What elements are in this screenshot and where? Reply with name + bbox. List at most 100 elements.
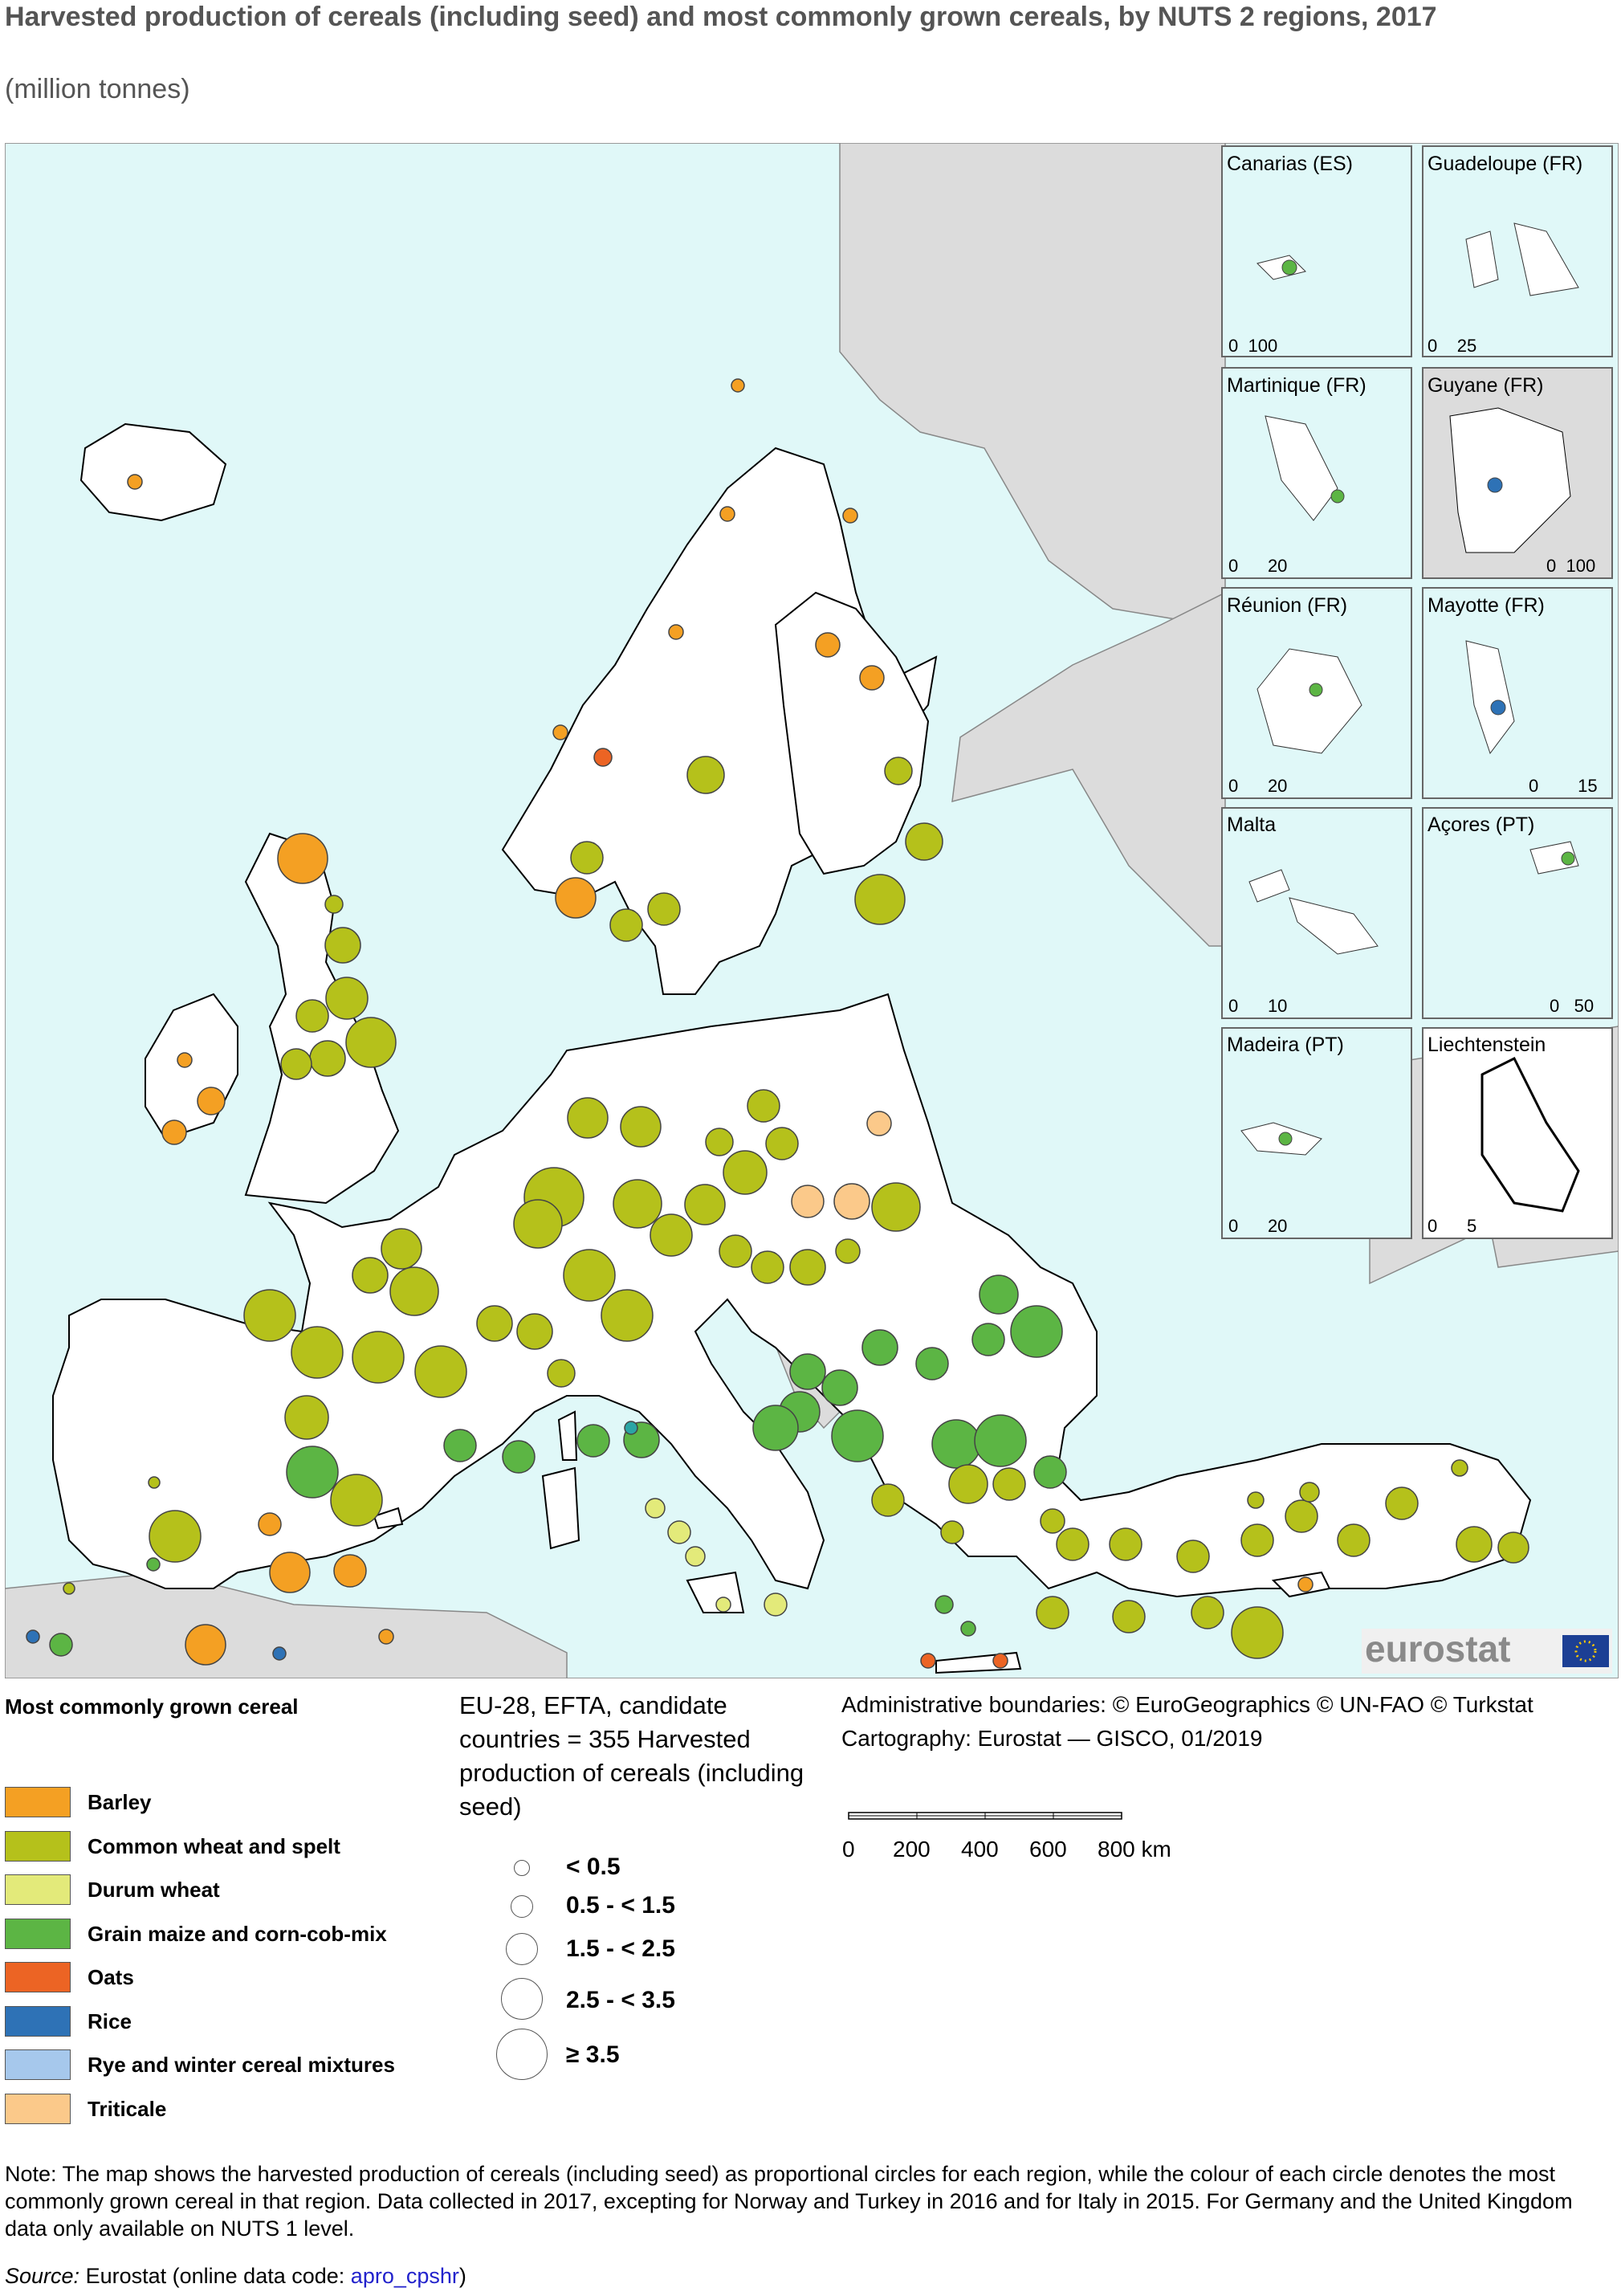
region-circle[interactable] [613, 1179, 662, 1229]
region-circle[interactable] [552, 724, 568, 740]
region-circle[interactable] [476, 1305, 513, 1342]
source-code-link[interactable]: apro_cpshr [350, 2264, 459, 2288]
region-circle[interactable] [686, 756, 725, 794]
region-circle[interactable] [685, 1546, 706, 1567]
region-circle[interactable] [1033, 1455, 1067, 1489]
region-circle[interactable] [719, 1234, 752, 1268]
region-circle[interactable] [243, 1289, 296, 1342]
region-circle[interactable] [835, 1238, 861, 1264]
region-circle[interactable] [668, 624, 684, 640]
region-circle[interactable] [555, 877, 597, 919]
region-circle[interactable] [161, 1119, 187, 1145]
region-circle[interactable] [49, 1633, 73, 1657]
region-circle[interactable] [752, 1405, 799, 1451]
region-circle[interactable] [1240, 1523, 1274, 1557]
region-circle[interactable] [645, 1498, 666, 1519]
region-circle[interactable] [974, 1414, 1027, 1467]
region-circle[interactable] [272, 1646, 287, 1661]
region-circle[interactable] [960, 1621, 976, 1637]
region-circle[interactable] [992, 1653, 1008, 1669]
region-circle[interactable] [378, 1629, 394, 1645]
region-circle[interactable] [149, 1510, 202, 1563]
region-circle[interactable] [854, 874, 906, 925]
region-circle[interactable] [1231, 1606, 1284, 1659]
region-circle[interactable] [1176, 1540, 1210, 1573]
region-circle[interactable] [324, 927, 361, 964]
region-circle[interactable] [684, 1184, 726, 1225]
region-circle[interactable] [146, 1557, 161, 1572]
region-circle[interactable] [291, 1326, 344, 1379]
region-circle[interactable] [516, 1313, 553, 1350]
region-circle[interactable] [258, 1512, 282, 1536]
region-circle[interactable] [1112, 1600, 1146, 1633]
region-circle[interactable] [719, 506, 735, 522]
region-circle[interactable] [280, 1048, 312, 1080]
region-circle[interactable] [747, 1089, 780, 1123]
region-circle[interactable] [609, 908, 643, 942]
region-circle[interactable] [309, 1040, 346, 1077]
region-circle[interactable] [197, 1087, 226, 1115]
region-circle[interactable] [513, 1199, 563, 1249]
region-circle[interactable] [764, 1593, 788, 1617]
region-circle[interactable] [931, 1419, 981, 1469]
region-circle[interactable] [1036, 1596, 1069, 1629]
region-circle[interactable] [650, 1213, 693, 1257]
region-circle[interactable] [861, 1329, 898, 1366]
region-circle[interactable] [833, 1183, 870, 1220]
region-circle[interactable] [26, 1629, 40, 1644]
region-circle[interactable] [177, 1052, 193, 1068]
region-circle[interactable] [1385, 1486, 1419, 1520]
region-circle[interactable] [547, 1359, 576, 1388]
region-circle[interactable] [940, 1520, 964, 1544]
region-circle[interactable] [330, 1474, 383, 1527]
region-circle[interactable] [859, 665, 885, 691]
region-circle[interactable] [705, 1128, 734, 1156]
region-circle[interactable] [563, 1249, 616, 1302]
region-circle[interactable] [567, 1097, 609, 1139]
region-circle[interactable] [789, 1249, 826, 1286]
region-circle[interactable] [185, 1624, 226, 1666]
region-circle[interactable] [842, 508, 858, 524]
region-circle[interactable] [148, 1476, 161, 1489]
region-circle[interactable] [815, 632, 841, 658]
region-circle[interactable] [576, 1424, 610, 1458]
region-circle[interactable] [352, 1331, 405, 1384]
region-circle[interactable] [1247, 1491, 1265, 1509]
region-circle[interactable] [352, 1257, 389, 1294]
region-circle[interactable] [791, 1185, 825, 1218]
region-circle[interactable] [1285, 1499, 1318, 1533]
region-circle[interactable] [1191, 1596, 1224, 1629]
region-circle[interactable] [284, 1395, 329, 1440]
region-circle[interactable] [620, 1106, 662, 1148]
region-circle[interactable] [884, 756, 913, 785]
region-circle[interactable] [915, 1347, 949, 1380]
region-circle[interactable] [295, 999, 329, 1033]
region-circle[interactable] [381, 1228, 422, 1270]
region-circle[interactable] [286, 1446, 339, 1499]
region-circle[interactable] [789, 1353, 826, 1390]
region-circle[interactable] [414, 1345, 467, 1398]
region-circle[interactable] [1497, 1531, 1529, 1564]
region-circle[interactable] [345, 1017, 397, 1068]
region-circle[interactable] [593, 748, 613, 767]
region-circle[interactable] [905, 822, 943, 861]
region-circle[interactable] [866, 1111, 892, 1136]
region-circle[interactable] [502, 1440, 536, 1474]
region-circle[interactable] [723, 1150, 768, 1195]
region-circle[interactable] [601, 1289, 654, 1342]
region-circle[interactable] [1297, 1576, 1313, 1593]
region-circle[interactable] [277, 833, 328, 884]
region-circle[interactable] [1299, 1482, 1320, 1503]
region-circle[interactable] [269, 1552, 311, 1593]
region-circle[interactable] [63, 1582, 75, 1595]
region-circle[interactable] [570, 841, 604, 875]
region-circle[interactable] [1456, 1526, 1493, 1563]
region-circle[interactable] [871, 1182, 921, 1232]
region-circle[interactable] [1451, 1459, 1468, 1477]
region-circle[interactable] [647, 892, 681, 926]
region-circle[interactable] [127, 474, 143, 490]
region-circle[interactable] [389, 1266, 439, 1316]
region-circle[interactable] [979, 1274, 1019, 1315]
region-circle[interactable] [333, 1554, 367, 1588]
region-circle[interactable] [871, 1483, 905, 1517]
